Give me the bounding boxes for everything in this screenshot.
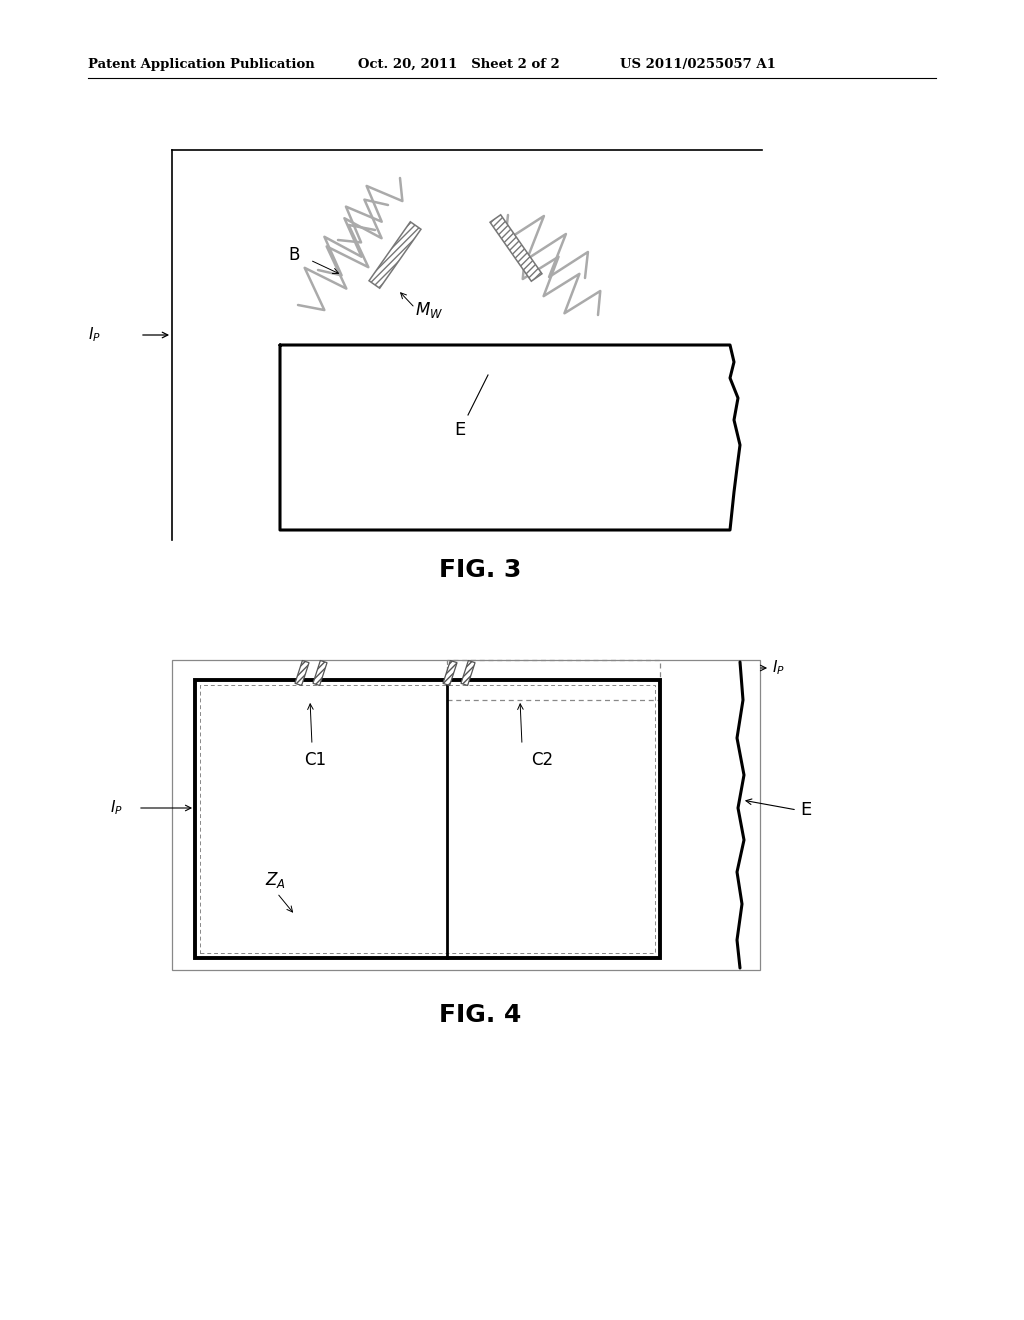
Text: B: B [289,246,300,264]
Text: $Z_A$: $Z_A$ [264,870,286,890]
Bar [200,685,655,953]
Polygon shape [313,660,327,685]
Text: E: E [455,421,466,440]
Polygon shape [461,660,475,685]
Text: E: E [800,801,811,818]
Polygon shape [443,660,457,685]
Bar [172,660,760,970]
Text: Oct. 20, 2011   Sheet 2 of 2: Oct. 20, 2011 Sheet 2 of 2 [358,58,560,71]
Text: FIG. 3: FIG. 3 [439,558,521,582]
Text: C2: C2 [530,751,553,770]
Bar [195,680,660,958]
Polygon shape [490,215,542,281]
Text: FIG. 4: FIG. 4 [439,1003,521,1027]
Text: Patent Application Publication: Patent Application Publication [88,58,314,71]
Text: US 2011/0255057 A1: US 2011/0255057 A1 [620,58,776,71]
Polygon shape [369,222,421,288]
Text: $M_W$: $M_W$ [415,300,443,319]
Text: C1: C1 [304,751,326,770]
Text: $I_P$: $I_P$ [772,659,784,677]
Polygon shape [295,660,309,685]
Text: $I_P$: $I_P$ [88,326,101,345]
Text: $I_P$: $I_P$ [110,799,123,817]
Bar [447,660,660,700]
